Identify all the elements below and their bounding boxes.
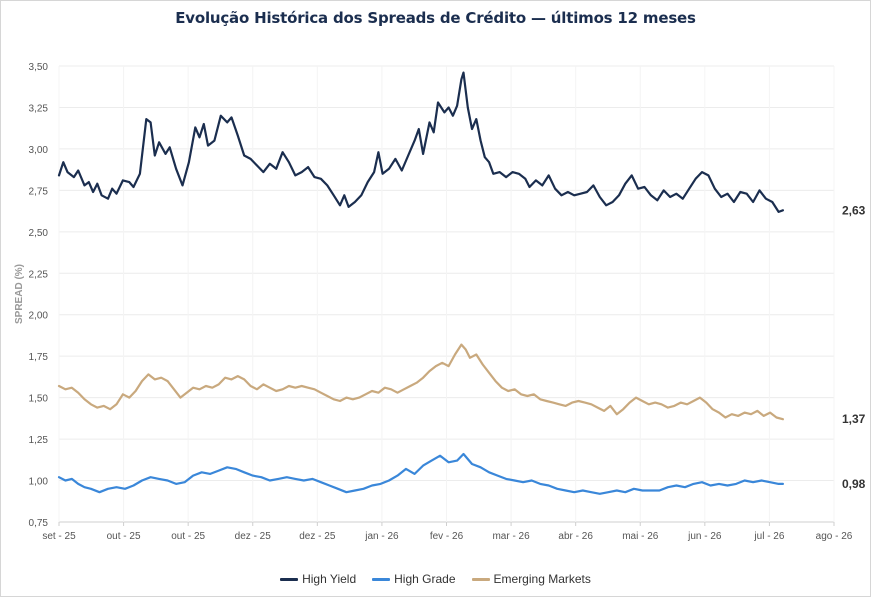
x-tick-labels: set - 25 out - 25 out - 25 dez - 25 dez - 25…: [42, 531, 852, 542]
y-axis-label: SPREAD (%): [14, 264, 25, 324]
series-line-high-grade: [57, 452, 784, 495]
legend-label: High Yield: [302, 572, 357, 586]
series-lines: [57, 71, 784, 495]
y-tick-label: 1,00: [29, 477, 49, 488]
chart-title: Evolução Histórica dos Spreads de Crédit…: [175, 9, 696, 27]
y-tick-label: 3,00: [29, 145, 49, 156]
x-tick-label: jun - 26: [687, 531, 722, 542]
legend-swatch: [372, 577, 391, 581]
x-tick-label: dez - 25: [299, 531, 336, 542]
legend-label: High Grade: [394, 572, 456, 586]
legend-swatch: [471, 577, 490, 581]
series-line-emerging-markets: [57, 343, 784, 421]
x-tick-label: set - 25: [42, 531, 76, 542]
x-tick-label: dez - 25: [235, 531, 272, 542]
x-tick-label: abr - 26: [558, 531, 593, 542]
y-tick-label: 2,50: [29, 228, 49, 239]
y-tick-label: 2,00: [29, 311, 49, 322]
x-tick-label: out - 25: [171, 531, 205, 542]
y-tick-label: 1,75: [29, 352, 49, 363]
grid-lines: [58, 65, 835, 526]
legend-item-emerging-markets[interactable]: Emerging Markets: [471, 572, 591, 586]
x-tick-label: out - 25: [107, 531, 141, 542]
y-tick-labels: 0,75 1,00 1,25 1,50 1,75 2,00 2,25 2,50 2,75 3,00…: [29, 62, 49, 529]
legend-label: Emerging Markets: [493, 572, 591, 586]
x-tick-label: jan - 26: [364, 531, 399, 542]
x-tick-label: mar - 26: [492, 531, 530, 542]
y-tick-label: 1,50: [29, 394, 49, 405]
y-tick-label: 0,75: [29, 518, 49, 529]
legend-item-high-yield[interactable]: High Yield: [280, 572, 356, 586]
y-tick-label: 3,25: [29, 103, 49, 114]
end-value-labels: 2,63 0,98 1,37: [842, 203, 866, 491]
legend-swatch: [280, 577, 299, 581]
x-tick-label: jul - 26: [753, 531, 784, 542]
y-tick-label: 1,25: [29, 435, 49, 446]
x-tick-label: fev - 26: [430, 531, 464, 542]
end-label-high-grade: 0,98: [842, 477, 866, 491]
y-tick-label: 3,50: [29, 62, 49, 73]
end-label-high-yield: 2,63: [842, 203, 866, 217]
end-label-emerging-markets: 1,37: [842, 412, 866, 426]
series-line-high-yield: [57, 71, 784, 213]
y-tick-label: 2,25: [29, 269, 49, 280]
x-tick-label: ago - 26: [816, 531, 853, 542]
x-tick-label: mai - 26: [622, 531, 659, 542]
y-tick-label: 2,75: [29, 186, 49, 197]
chart-legend: High Yield High Grade Emerging Markets: [0, 572, 871, 586]
legend-item-high-grade[interactable]: High Grade: [372, 572, 456, 586]
